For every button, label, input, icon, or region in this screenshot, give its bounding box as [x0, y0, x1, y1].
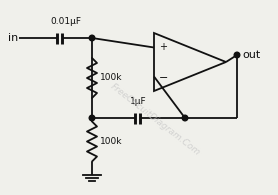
- Text: +: +: [159, 42, 167, 51]
- Circle shape: [234, 52, 240, 58]
- Text: FreeCircuitDiagram.Com: FreeCircuitDiagram.Com: [108, 82, 202, 158]
- Text: 100k: 100k: [100, 137, 123, 146]
- Text: 1μF: 1μF: [130, 97, 147, 106]
- Circle shape: [89, 115, 95, 121]
- Circle shape: [89, 35, 95, 41]
- Text: 100k: 100k: [100, 74, 123, 82]
- Text: out: out: [242, 50, 260, 60]
- Text: 0.01μF: 0.01μF: [50, 17, 81, 26]
- Text: in: in: [8, 33, 18, 43]
- Circle shape: [182, 115, 188, 121]
- Text: −: −: [159, 73, 168, 82]
